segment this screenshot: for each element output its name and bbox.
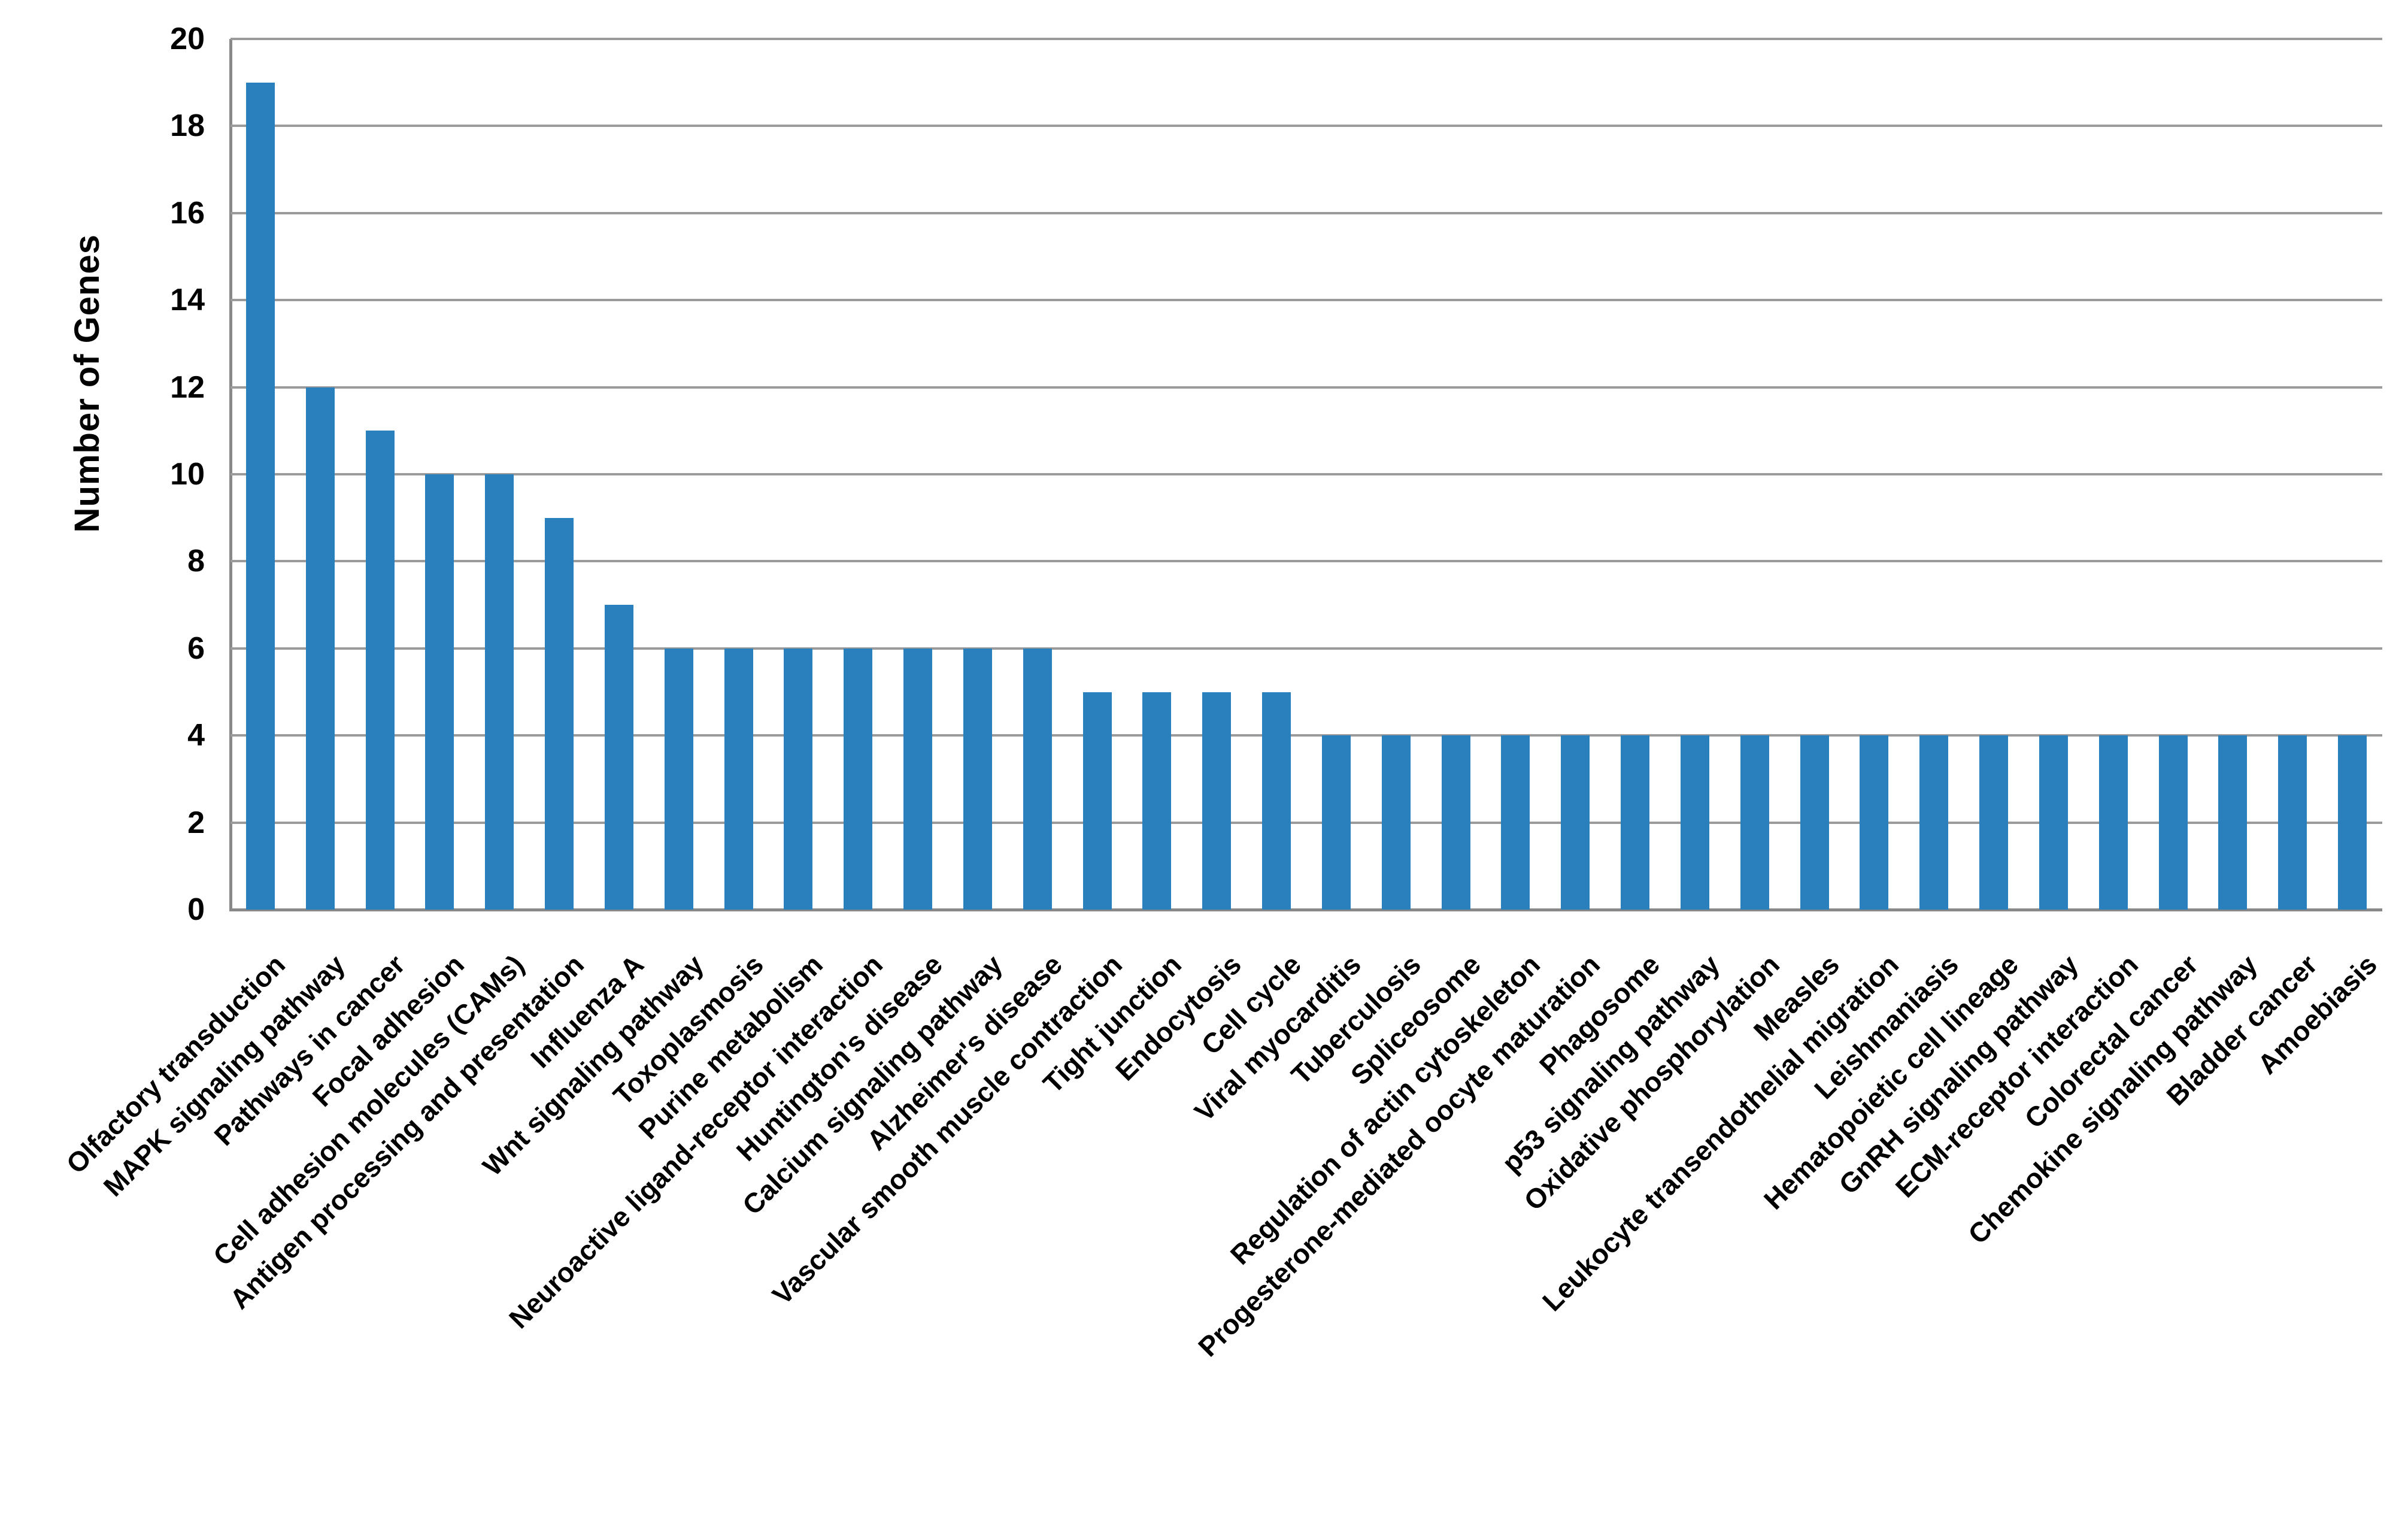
bar	[1262, 692, 1291, 910]
bar	[1023, 648, 1052, 910]
y-tick-label: 16	[170, 195, 205, 231]
bar	[1621, 735, 1650, 910]
x-axis-line	[229, 908, 2382, 911]
y-tick-label: 20	[170, 22, 205, 56]
bar	[724, 648, 753, 910]
bar	[963, 648, 992, 910]
bar	[245, 82, 275, 910]
bar	[1800, 735, 1829, 910]
gridline	[231, 211, 2382, 214]
bar	[1381, 735, 1411, 910]
gridline	[231, 473, 2382, 475]
gridline	[231, 821, 2382, 824]
bar	[903, 648, 933, 910]
y-tick-label: 8	[187, 544, 205, 579]
gridline	[231, 647, 2382, 650]
bar	[2218, 735, 2248, 910]
bar	[485, 474, 514, 910]
bar	[1680, 735, 1709, 910]
y-tick-label: 14	[170, 283, 205, 318]
bar	[1082, 692, 1112, 910]
bar	[604, 605, 633, 910]
bar	[2158, 735, 2188, 910]
bar	[1740, 735, 1769, 910]
y-tick-label: 4	[187, 718, 205, 753]
gridline	[231, 560, 2382, 563]
y-tick-label: 6	[187, 631, 205, 666]
bar	[305, 387, 335, 910]
bar	[664, 648, 693, 910]
bar	[2039, 735, 2068, 910]
y-tick-label: 12	[170, 369, 205, 405]
y-tick-label: 10	[170, 457, 205, 492]
gridline	[231, 299, 2382, 302]
bar	[545, 517, 574, 910]
bar	[1979, 735, 2009, 910]
bar-chart: Number of Genes 0 2 4 6 8 10 12 14 16 18 20 Olfacto…	[60, 22, 2383, 1363]
bar	[844, 648, 873, 910]
bar	[1561, 735, 1590, 910]
plot-area	[229, 38, 2382, 911]
y-tick-label: 18	[170, 108, 205, 144]
bar	[1142, 692, 1172, 910]
bar	[1860, 735, 1889, 910]
bar	[1202, 692, 1232, 910]
y-tick-label: 2	[187, 805, 205, 840]
bar	[365, 431, 395, 910]
gridline	[231, 386, 2382, 389]
gridline	[231, 734, 2382, 737]
bar	[2098, 735, 2128, 910]
gridline	[231, 125, 2382, 128]
bar	[2338, 735, 2367, 910]
gridline	[231, 38, 2382, 40]
bar	[1321, 735, 1351, 910]
bar	[1441, 735, 1470, 910]
bar	[2278, 735, 2307, 910]
bar	[784, 648, 813, 910]
y-tick-label: 0	[187, 892, 205, 927]
bar	[1919, 735, 1949, 910]
bar	[1501, 735, 1530, 910]
bar	[425, 474, 454, 910]
